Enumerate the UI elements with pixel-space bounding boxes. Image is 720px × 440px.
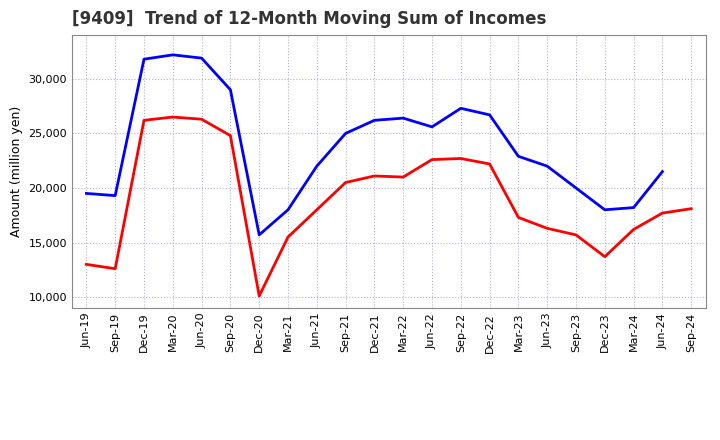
Net Income [140,117,148,123]
Ordinary Income [82,191,91,196]
Ordinary Income [168,52,177,58]
Net Income [341,180,350,185]
Ordinary Income [428,124,436,129]
Net Income [312,207,321,213]
Line: Net Income: Net Income [86,117,691,296]
Net Income [687,206,696,211]
Y-axis label: Amount (million yen): Amount (million yen) [10,106,23,237]
Net Income [197,117,206,122]
Ordinary Income [226,87,235,92]
Ordinary Income [111,193,120,198]
Net Income [456,156,465,161]
Net Income [168,114,177,120]
Ordinary Income [658,169,667,174]
Ordinary Income [399,115,408,121]
Net Income [658,210,667,216]
Ordinary Income [600,207,609,213]
Ordinary Income [370,117,379,123]
Net Income [600,254,609,259]
Net Income [284,235,292,240]
Ordinary Income [312,164,321,169]
Net Income [370,173,379,179]
Net Income [255,293,264,299]
Ordinary Income [197,55,206,61]
Ordinary Income [572,185,580,191]
Net Income [514,215,523,220]
Net Income [485,161,494,167]
Net Income [572,232,580,238]
Net Income [399,174,408,180]
Ordinary Income [341,131,350,136]
Net Income [428,157,436,162]
Net Income [629,227,638,232]
Ordinary Income [255,232,264,238]
Ordinary Income [485,112,494,117]
Ordinary Income [543,164,552,169]
Ordinary Income [514,154,523,159]
Ordinary Income [629,205,638,210]
Net Income [82,262,91,267]
Net Income [543,226,552,231]
Net Income [111,266,120,271]
Ordinary Income [140,57,148,62]
Line: Ordinary Income: Ordinary Income [86,55,662,235]
Ordinary Income [284,207,292,213]
Net Income [226,133,235,138]
Ordinary Income [456,106,465,111]
Text: [9409]  Trend of 12-Month Moving Sum of Incomes: [9409] Trend of 12-Month Moving Sum of I… [72,10,546,28]
